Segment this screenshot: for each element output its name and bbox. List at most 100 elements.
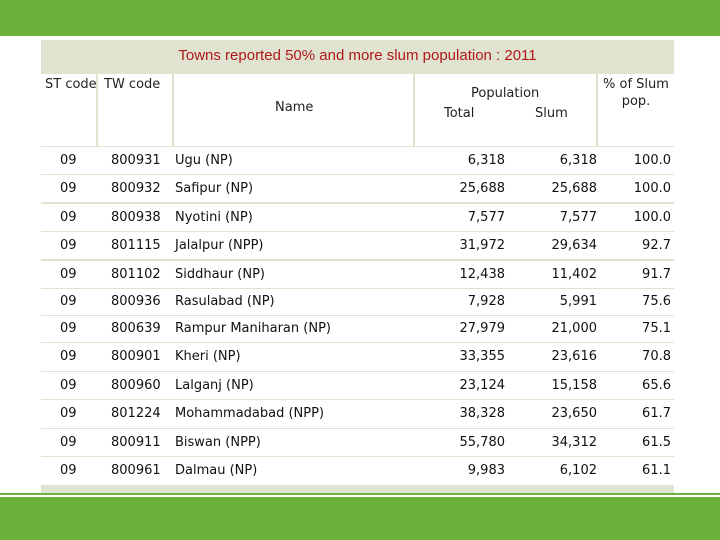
- cell-tw-code: 801115: [111, 238, 161, 253]
- header-name: Name: [275, 100, 314, 115]
- cell-total: 12,438: [459, 267, 506, 282]
- cell-pct: 70.8: [642, 349, 671, 364]
- cell-total: 38,328: [459, 406, 506, 421]
- cell-tw-code: 800931: [111, 153, 161, 168]
- cell-total: 7,577: [467, 210, 505, 225]
- cell-slum: 23,650: [551, 406, 598, 421]
- cell-pct: 92.7: [642, 238, 671, 253]
- cell-name: Rampur Maniharan (NP): [175, 321, 331, 336]
- header-total: Total: [444, 106, 475, 121]
- cell-total: 7,928: [467, 294, 505, 309]
- cell-name: Mohammadabad (NPP): [175, 406, 325, 421]
- cell-st-code: 09: [60, 378, 77, 393]
- header-cell-st: ST code: [41, 74, 97, 146]
- bottom-divider-line: [0, 493, 720, 495]
- cell-total: 6,318: [467, 153, 505, 168]
- cell-total: 25,688: [459, 181, 506, 196]
- cell-name: Biswan (NPP): [175, 435, 261, 450]
- cell-tw-code: 800932: [111, 181, 161, 196]
- cell-slum: 6,102: [559, 463, 597, 478]
- table-row: 09 800932 Safipur (NP) 25,688 25,688 100.0: [41, 175, 674, 202]
- table-row: 09 801224 Mohammadabad (NPP) 38,328 23,650 61…: [41, 400, 674, 428]
- cell-tw-code: 801224: [111, 406, 161, 421]
- cell-slum: 6,318: [559, 153, 597, 168]
- cell-total: 33,355: [459, 349, 506, 364]
- table-row: 09 800639 Rampur Maniharan (NP) 27,979 21,00…: [41, 316, 674, 342]
- cell-pct: 61.7: [642, 406, 671, 421]
- cell-pct: 75.1: [642, 321, 671, 336]
- header-cell-pct: % of Slum pop.: [598, 74, 674, 146]
- table-row: 09 801115 Jalalpur (NPP) 31,972 29,634 92.7: [41, 232, 674, 259]
- cell-st-code: 09: [60, 294, 77, 309]
- cell-pct: 65.6: [642, 378, 671, 393]
- header-st-code: ST code: [45, 77, 97, 92]
- cell-total: 55,780: [459, 435, 506, 450]
- table-row: 09 800961 Dalmau (NP) 9,983 6,102 61.1: [41, 457, 674, 485]
- cell-name: Jalalpur (NPP): [175, 238, 264, 253]
- cell-tw-code: 800639: [111, 321, 161, 336]
- cell-tw-code: 800960: [111, 378, 161, 393]
- header-cell-name: Name: [174, 74, 413, 146]
- header-cell-population: Population Total Slum: [415, 74, 596, 146]
- table-row: 09 800901 Kheri (NP) 33,355 23,616 70.8: [41, 343, 674, 371]
- cell-name: Rasulabad (NP): [175, 294, 275, 309]
- cell-pct: 61.1: [642, 463, 671, 478]
- header-slum: Slum: [535, 106, 568, 121]
- cell-pct: 61.5: [642, 435, 671, 450]
- cell-name: Kheri (NP): [175, 349, 241, 364]
- table-row: 09 800931 Ugu (NP) 6,318 6,318 100.0: [41, 147, 674, 174]
- cell-slum: 15,158: [551, 378, 598, 393]
- cell-slum: 21,000: [551, 321, 598, 336]
- cell-total: 31,972: [459, 238, 506, 253]
- cell-pct: 100.0: [633, 181, 671, 196]
- table-row: 09 800911 Biswan (NPP) 55,780 34,312 61.5: [41, 429, 674, 456]
- cell-tw-code: 800911: [111, 435, 161, 450]
- cell-slum: 5,991: [559, 294, 597, 309]
- cell-pct: 100.0: [633, 210, 671, 225]
- top-accent-bar: [0, 0, 720, 36]
- cell-name: Ugu (NP): [175, 153, 233, 168]
- header-population: Population: [471, 86, 540, 101]
- cell-name: Nyotini (NP): [175, 210, 253, 225]
- cell-slum: 29,634: [551, 238, 598, 253]
- cell-tw-code: 800936: [111, 294, 161, 309]
- table-row: 09 800938 Nyotini (NP) 7,577 7,577 100.0: [41, 204, 674, 231]
- cell-name: Safipur (NP): [175, 181, 254, 196]
- cell-slum: 34,312: [551, 435, 598, 450]
- cell-st-code: 09: [60, 210, 77, 225]
- cell-st-code: 09: [60, 349, 77, 364]
- table-row: 09 800936 Rasulabad (NP) 7,928 5,991 75.6: [41, 289, 674, 315]
- cell-st-code: 09: [60, 267, 77, 282]
- bottom-accent-bar: [0, 497, 720, 540]
- cell-pct: 91.7: [642, 267, 671, 282]
- cell-pct: 75.6: [642, 294, 671, 309]
- cell-name: Dalmau (NP): [175, 463, 258, 478]
- table-row: 09 801102 Siddhaur (NP) 12,438 11,402 91.7: [41, 261, 674, 288]
- cell-st-code: 09: [60, 181, 77, 196]
- page-title: Towns reported 50% and more slum populat…: [178, 47, 537, 64]
- header-pct-line1: % of Slum: [603, 77, 669, 92]
- cell-slum: 23,616: [551, 349, 598, 364]
- cell-tw-code: 800961: [111, 463, 161, 478]
- cell-tw-code: 800938: [111, 210, 161, 225]
- cell-tw-code: 801102: [111, 267, 161, 282]
- cell-st-code: 09: [60, 321, 77, 336]
- cell-st-code: 09: [60, 435, 77, 450]
- cell-slum: 7,577: [559, 210, 597, 225]
- cell-st-code: 09: [60, 153, 77, 168]
- table-row: 09 800960 Lalganj (NP) 23,124 15,158 65.6: [41, 372, 674, 399]
- cell-total: 27,979: [459, 321, 506, 336]
- header-tw-code: TW code: [104, 77, 161, 92]
- cell-slum: 11,402: [551, 267, 598, 282]
- cell-slum: 25,688: [551, 181, 598, 196]
- cell-name: Lalganj (NP): [175, 378, 254, 393]
- header-cell-tw: TW code: [98, 74, 172, 146]
- cell-st-code: 09: [60, 406, 77, 421]
- cell-tw-code: 800901: [111, 349, 161, 364]
- cell-st-code: 09: [60, 238, 77, 253]
- header-pct-line2: pop.: [621, 94, 651, 109]
- cell-pct: 100.0: [633, 153, 671, 168]
- cell-total: 9,983: [467, 463, 505, 478]
- cell-st-code: 09: [60, 463, 77, 478]
- cell-total: 23,124: [459, 378, 506, 393]
